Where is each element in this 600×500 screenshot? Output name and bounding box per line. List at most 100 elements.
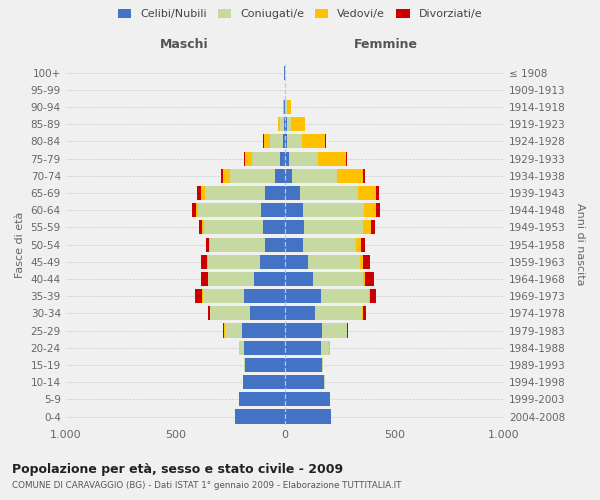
Bar [285, 238, 303, 252]
Y-axis label: Anni di nascita: Anni di nascita [575, 204, 585, 286]
Bar [197, 186, 201, 200]
Bar [285, 203, 303, 217]
Bar [223, 324, 224, 338]
Bar [285, 134, 287, 148]
Bar [363, 220, 371, 234]
Bar [245, 152, 252, 166]
Bar [265, 186, 285, 200]
Bar [285, 152, 289, 166]
Bar [239, 340, 244, 355]
Text: Popolazione per età, sesso e stato civile - 2009: Popolazione per età, sesso e stato civil… [12, 462, 343, 475]
Bar [319, 152, 346, 166]
Bar [287, 117, 292, 131]
Bar [286, 100, 287, 114]
Bar [356, 238, 361, 252]
Bar [224, 324, 242, 338]
Bar [263, 220, 285, 234]
Bar [280, 117, 284, 131]
Bar [300, 186, 358, 200]
Bar [322, 324, 347, 338]
Text: Maschi: Maschi [160, 38, 208, 52]
Bar [205, 186, 265, 200]
Bar [365, 272, 374, 286]
Bar [364, 203, 376, 217]
Bar [252, 152, 280, 166]
Bar [202, 254, 208, 269]
Bar [278, 117, 280, 131]
Bar [358, 186, 376, 200]
Bar [285, 306, 316, 320]
Bar [285, 324, 322, 338]
Bar [285, 254, 308, 269]
Bar [363, 306, 366, 320]
Bar [223, 168, 230, 183]
Bar [204, 220, 263, 234]
Bar [287, 134, 302, 148]
Bar [304, 220, 363, 234]
Bar [265, 238, 285, 252]
Bar [376, 203, 380, 217]
Bar [303, 203, 364, 217]
Bar [280, 152, 285, 166]
Bar [245, 358, 285, 372]
Bar [302, 134, 325, 148]
Bar [208, 272, 254, 286]
Bar [289, 152, 319, 166]
Bar [313, 272, 363, 286]
Bar [285, 168, 292, 183]
Bar [292, 117, 305, 131]
Bar [242, 324, 285, 338]
Bar [206, 238, 209, 252]
Bar [308, 254, 360, 269]
Bar [316, 306, 362, 320]
Bar [244, 340, 285, 355]
Bar [244, 152, 245, 166]
Bar [292, 168, 337, 183]
Bar [285, 186, 300, 200]
Bar [243, 375, 285, 389]
Bar [201, 186, 205, 200]
Bar [285, 375, 324, 389]
Bar [285, 117, 287, 131]
Bar [196, 203, 198, 217]
Bar [270, 134, 283, 148]
Bar [208, 306, 210, 320]
Bar [285, 392, 330, 406]
Bar [369, 289, 370, 303]
Bar [198, 203, 261, 217]
Bar [285, 410, 331, 424]
Bar [321, 289, 369, 303]
Bar [371, 220, 375, 234]
Bar [285, 100, 286, 114]
Bar [361, 238, 365, 252]
Text: Femmine: Femmine [353, 38, 418, 52]
Bar [260, 254, 285, 269]
Bar [230, 168, 275, 183]
Bar [239, 392, 285, 406]
Text: COMUNE DI CARAVAGGIO (BG) - Dati ISTAT 1° gennaio 2009 - Elaborazione TUTTITALIA: COMUNE DI CARAVAGGIO (BG) - Dati ISTAT 1… [12, 481, 401, 490]
Bar [200, 272, 208, 286]
Bar [362, 306, 363, 320]
Bar [321, 340, 329, 355]
Y-axis label: Fasce di età: Fasce di età [15, 212, 25, 278]
Bar [283, 134, 285, 148]
Bar [275, 168, 285, 183]
Bar [287, 100, 290, 114]
Bar [244, 358, 245, 372]
Bar [360, 254, 363, 269]
Bar [370, 289, 376, 303]
Bar [285, 272, 313, 286]
Bar [285, 220, 304, 234]
Bar [363, 254, 370, 269]
Bar [285, 358, 322, 372]
Bar [254, 272, 285, 286]
Bar [208, 254, 260, 269]
Bar [363, 272, 365, 286]
Bar [376, 186, 379, 200]
Bar [347, 324, 348, 338]
Bar [221, 168, 223, 183]
Bar [250, 306, 285, 320]
Bar [235, 410, 285, 424]
Bar [363, 168, 365, 183]
Legend: Celibi/Nubili, Coniugati/e, Vedovi/e, Divorziati/e: Celibi/Nubili, Coniugati/e, Vedovi/e, Di… [115, 6, 485, 22]
